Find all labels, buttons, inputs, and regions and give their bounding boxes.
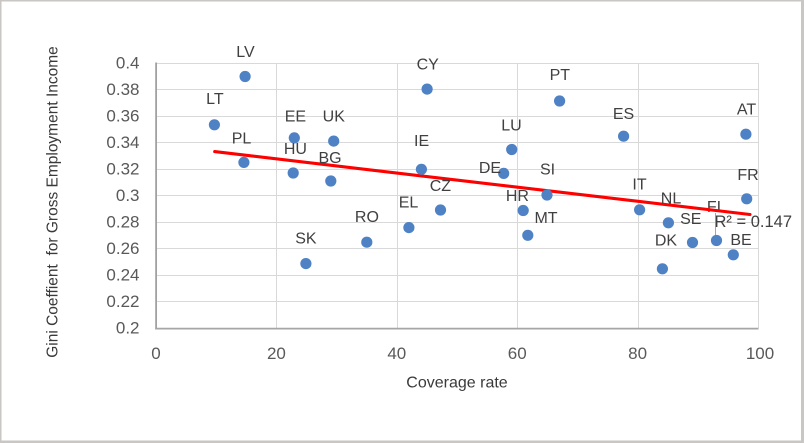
svg-text:DE: DE <box>479 160 501 177</box>
svg-text:NL: NL <box>661 191 682 208</box>
svg-text:PL: PL <box>232 131 252 148</box>
svg-text:UK: UK <box>323 108 346 125</box>
svg-text:CY: CY <box>417 57 440 74</box>
svg-text:LV: LV <box>236 44 255 61</box>
svg-text:EL: EL <box>399 195 419 212</box>
svg-text:SE: SE <box>680 211 701 228</box>
svg-text:0.26: 0.26 <box>106 239 139 258</box>
svg-text:100: 100 <box>746 344 774 363</box>
svg-text:0.4: 0.4 <box>116 54 140 73</box>
svg-text:FR: FR <box>737 167 758 184</box>
svg-text:0.38: 0.38 <box>106 80 139 99</box>
svg-text:0.36: 0.36 <box>106 107 139 126</box>
svg-text:EE: EE <box>285 108 306 125</box>
svg-text:LT: LT <box>206 91 224 108</box>
svg-text:IE: IE <box>414 133 429 150</box>
svg-text:0.32: 0.32 <box>106 160 139 179</box>
svg-text:DK: DK <box>655 233 678 250</box>
svg-text:PT: PT <box>550 67 571 84</box>
svg-text:HU: HU <box>284 141 307 158</box>
svg-text:CZ: CZ <box>430 178 452 195</box>
svg-text:BG: BG <box>318 150 341 167</box>
svg-text:ES: ES <box>613 106 634 123</box>
svg-text:20: 20 <box>267 344 286 363</box>
svg-text:60: 60 <box>508 344 527 363</box>
svg-text:MT: MT <box>534 210 557 227</box>
svg-text:IT: IT <box>632 177 646 194</box>
svg-text:0.2: 0.2 <box>116 319 140 338</box>
svg-text:0: 0 <box>151 344 160 363</box>
svg-text:0.3: 0.3 <box>116 186 140 205</box>
svg-text:R² = 0.147: R² = 0.147 <box>715 213 793 231</box>
svg-text:Coverage rate: Coverage rate <box>406 374 507 391</box>
svg-text:BE: BE <box>730 232 751 249</box>
svg-text:LU: LU <box>501 118 521 135</box>
svg-text:0.24: 0.24 <box>106 266 139 285</box>
svg-text:80: 80 <box>628 344 647 363</box>
svg-text:HR: HR <box>506 188 529 205</box>
svg-text:Gini Coeffient for Gross Empl: Gini Coeffient for Gross Employment Inco… <box>45 46 62 358</box>
svg-text:0.34: 0.34 <box>106 133 139 152</box>
svg-text:SI: SI <box>540 162 555 179</box>
svg-text:0.28: 0.28 <box>106 213 139 232</box>
svg-text:0.22: 0.22 <box>106 292 139 311</box>
svg-text:RO: RO <box>355 209 379 226</box>
svg-text:40: 40 <box>387 344 406 363</box>
svg-text:AT: AT <box>737 102 756 119</box>
svg-text:SK: SK <box>295 230 317 247</box>
